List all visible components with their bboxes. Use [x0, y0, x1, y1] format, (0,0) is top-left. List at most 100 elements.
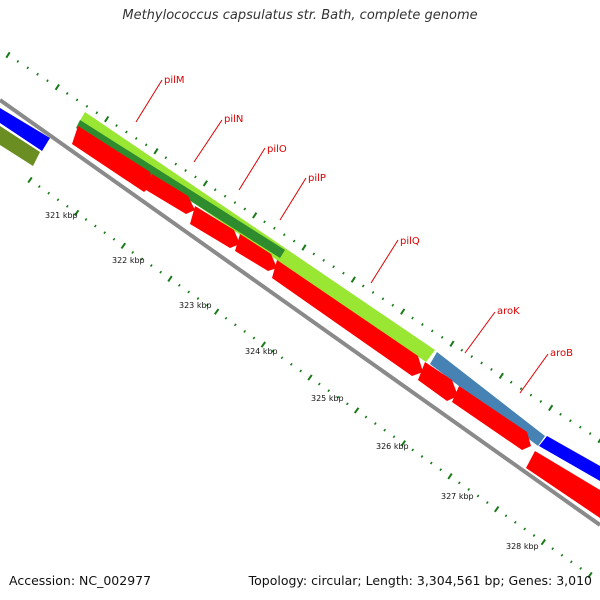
inner-ring-tick — [532, 534, 536, 537]
outer-ring-tick — [519, 387, 523, 391]
outer-ring-tick — [569, 419, 572, 423]
gene-feature-blue-left[interactable] — [0, 108, 50, 151]
gene-label-pilp: pilP — [308, 173, 326, 184]
outer-ring-tick — [411, 316, 414, 320]
inner-ring-tick — [560, 553, 564, 557]
outer-ring-tick — [54, 83, 60, 91]
inner-ring-tick — [429, 461, 433, 465]
inner-ring-tick — [392, 435, 396, 439]
outer-ring-tick — [460, 348, 464, 352]
gene-label-arob: aroB — [550, 348, 573, 359]
inner-ring-tick — [345, 402, 349, 406]
outer-ring-tick — [65, 92, 69, 95]
gene-feature-red-7[interactable] — [452, 386, 531, 450]
inner-ring-tick — [587, 571, 593, 579]
inner-ring-tick — [260, 341, 267, 348]
leader-line-pilq — [370, 239, 399, 284]
inner-ring-tick — [27, 176, 33, 184]
inner-ring-tick — [224, 316, 228, 320]
outer-ring-tick — [301, 244, 307, 251]
map-title: Methylococcus capsulatus str. Bath, comp… — [122, 8, 478, 23]
gene-feature-red-1[interactable] — [72, 126, 153, 192]
inner-ring-tick — [65, 204, 69, 208]
gene-label-arok: aroK — [497, 306, 520, 317]
gene-feature-red-6[interactable] — [418, 362, 458, 401]
accession-text: Accession: NC_002977 — [9, 573, 152, 588]
inner-ring-tick — [504, 514, 508, 518]
inner-ring-tick — [485, 501, 489, 505]
outer-ring-tick — [213, 188, 217, 192]
gene-feature-red-8[interactable] — [526, 451, 600, 518]
outer-ring-tick — [498, 372, 504, 380]
gene-feature-aro-k[interactable] — [430, 352, 545, 446]
inner-ring-tick — [149, 264, 153, 268]
inner-ring-tick — [439, 468, 443, 472]
outer-ring-tick — [85, 104, 89, 108]
outer-ring-tick — [95, 111, 99, 115]
inner-ring-tick — [47, 191, 51, 195]
gene-label-piln: pilN — [224, 114, 243, 125]
outer-ring-tick — [292, 239, 296, 243]
inner-ring-tick — [551, 547, 555, 551]
outer-ring-tick — [480, 361, 483, 365]
outer-ring-tick — [115, 124, 118, 128]
inner-ring-tick — [493, 506, 500, 513]
inner-ring-tick — [177, 283, 181, 287]
inner-ring-tick — [120, 242, 127, 249]
outer-ring-tick — [342, 271, 345, 275]
inner-ring-tick — [523, 527, 527, 531]
outer-tick-ring — [5, 51, 600, 444]
inner-ring-tick — [196, 297, 200, 300]
inner-ring-tick — [93, 224, 97, 228]
inner-ring-tick — [167, 275, 173, 282]
outer-ring-tick — [312, 252, 316, 256]
inner-ring-tick — [327, 389, 331, 393]
inner-ring-tick — [569, 560, 573, 564]
inner-ring-tick — [364, 415, 368, 419]
inner-ring-tick — [37, 185, 41, 189]
outer-ring-tick — [263, 220, 266, 224]
kbp-label-328: 328 kbp — [506, 542, 539, 551]
gene-feature-aro-b[interactable] — [539, 436, 600, 481]
inner-ring-tick — [383, 428, 387, 432]
kbp-label-326: 326 kbp — [376, 442, 409, 451]
outer-ring-tick — [144, 143, 148, 147]
inner-ring-tick — [420, 455, 424, 458]
inner-ring-tick — [73, 209, 80, 217]
kbp-label-322: 322 kbp — [112, 256, 145, 265]
gene-feature-piln[interactable] — [76, 120, 285, 258]
outer-ring-tick — [322, 258, 326, 262]
leader-line-arob — [519, 353, 549, 394]
inner-ring-tick — [213, 308, 220, 315]
inner-ring-tick — [400, 440, 407, 447]
inner-ring-tick — [336, 395, 340, 399]
outer-ring-tick — [282, 233, 286, 237]
gene-feature-red-5[interactable] — [272, 260, 423, 376]
inner-ring-tick — [280, 356, 284, 360]
inner-ring-tick — [205, 303, 209, 307]
outer-ring-tick — [430, 329, 434, 333]
inner-ring-tick — [56, 198, 60, 202]
gene-feature-red-4[interactable] — [235, 234, 277, 271]
kbp-label-321: 321 kbp — [45, 211, 78, 220]
inner-ring-tick — [140, 257, 144, 261]
inner-ring-tick — [159, 270, 163, 274]
gene-feature-red-2[interactable] — [146, 174, 195, 214]
outer-ring-tick — [529, 393, 533, 397]
gene-feature-red-3[interactable] — [190, 206, 240, 248]
gene-feature-olive[interactable] — [0, 126, 40, 166]
outer-ring-tick — [400, 308, 406, 315]
inner-tick-ring — [27, 176, 593, 579]
inner-ring-tick — [103, 231, 107, 235]
outer-ring-tick — [490, 367, 493, 371]
outer-ring-tick — [361, 284, 365, 288]
outer-ring-tick — [125, 130, 128, 134]
outer-ring-tick — [421, 323, 424, 326]
outer-ring-tick — [597, 438, 600, 444]
inner-ring-tick — [187, 290, 191, 294]
outer-ring-tick — [36, 72, 39, 76]
outer-ring-tick — [16, 59, 20, 63]
outer-ring-tick — [184, 169, 187, 172]
